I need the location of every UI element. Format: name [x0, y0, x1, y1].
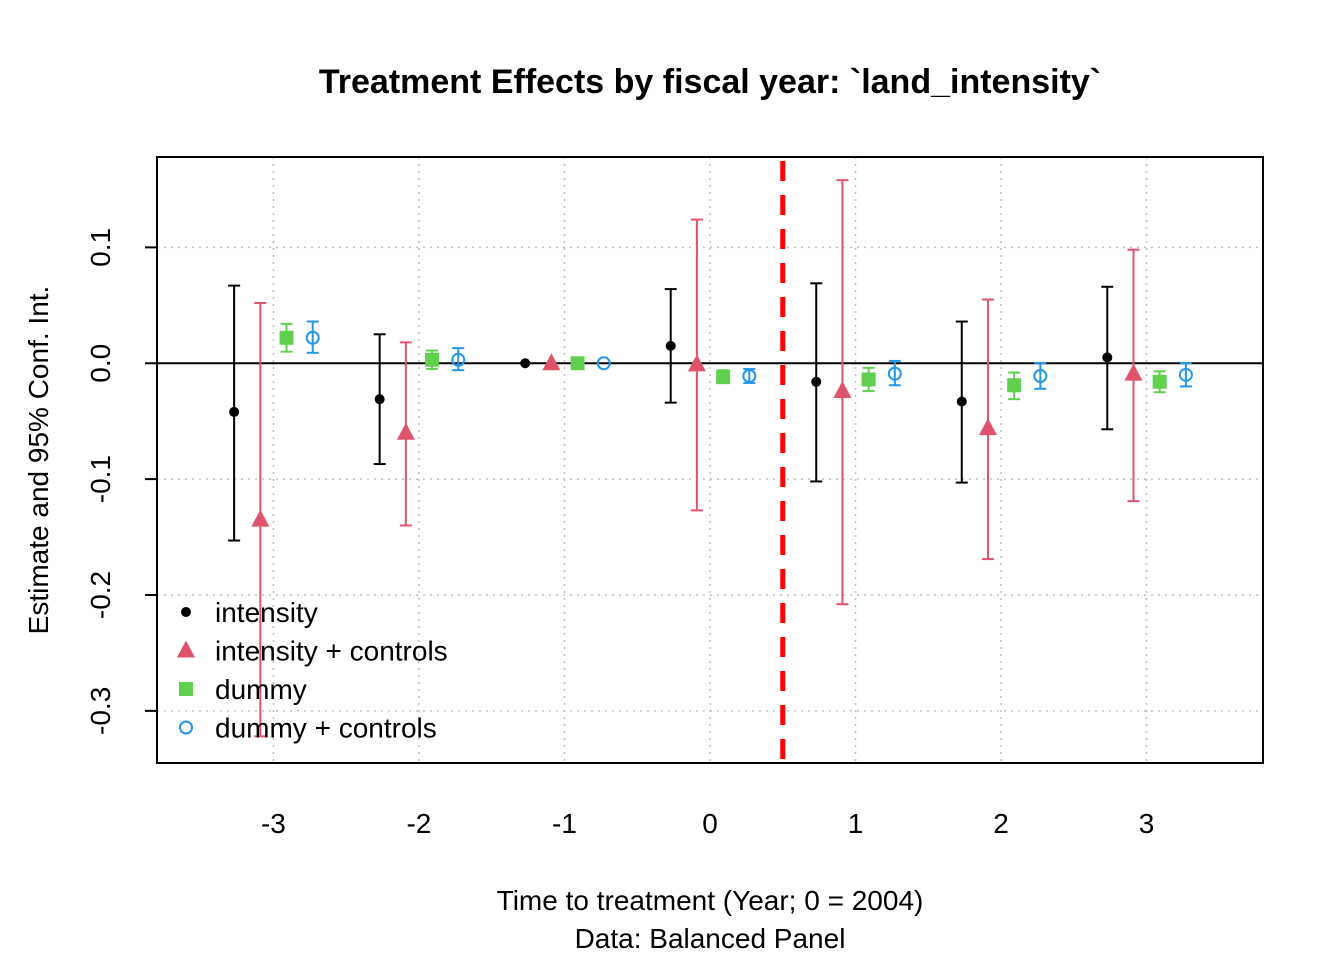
data-point — [520, 358, 531, 369]
legend-marker — [177, 640, 195, 658]
data-point — [542, 353, 561, 371]
data-point — [742, 368, 757, 383]
data-point — [451, 352, 466, 367]
y-tick-label: -0.3 — [85, 687, 116, 735]
y-axis: -0.3 -0.2 -0.1 0.0 0.1 — [85, 228, 157, 735]
x-tick-label: 1 — [848, 808, 864, 839]
x-axis: -3 -2 -1 0 1 2 3 — [261, 808, 1154, 839]
data-point — [374, 394, 385, 405]
legend-label: dummy — [215, 674, 307, 705]
x-tick-label: -3 — [261, 808, 286, 839]
data-point — [1178, 367, 1193, 382]
data-point — [665, 340, 676, 351]
legend-marker — [181, 607, 191, 617]
data-point — [1033, 368, 1048, 383]
data-point — [1152, 374, 1167, 389]
legend-label: dummy + controls — [215, 713, 437, 744]
series-dummy-controls — [305, 320, 1193, 390]
data-point — [1102, 352, 1113, 363]
legend-marker — [179, 720, 193, 735]
data-point — [305, 330, 320, 345]
legend: intensity intensity + controls dummy dummy … — [177, 597, 448, 744]
data-point — [279, 330, 294, 345]
data-point — [978, 418, 997, 436]
y-tick-label: -0.2 — [85, 571, 116, 619]
y-tick-label: 0.0 — [85, 344, 116, 383]
x-axis-label: Time to treatment (Year; 0 = 2004) — [497, 885, 924, 916]
reference-lines — [157, 161, 1263, 761]
legend-label: intensity + controls — [215, 636, 448, 667]
data-point — [425, 352, 440, 367]
data-point — [811, 376, 822, 387]
data-point — [716, 370, 731, 385]
data-point — [596, 356, 611, 371]
data-point — [861, 372, 876, 387]
data-point — [833, 381, 852, 399]
data-point — [396, 422, 415, 440]
series-intensity-controls — [251, 179, 1143, 738]
x-tick-label: 3 — [1139, 808, 1155, 839]
legend-label: intensity — [215, 597, 318, 628]
x-axis-sublabel: Data: Balanced Panel — [575, 923, 846, 954]
chart-title: Treatment Effects by fiscal year: `land_… — [319, 63, 1101, 101]
legend-marker — [179, 682, 193, 696]
y-axis-label: Estimate and 95% Conf. Int. — [23, 286, 54, 635]
x-tick-label: -1 — [552, 808, 577, 839]
y-tick-label: -0.1 — [85, 455, 116, 503]
y-tick-label: 0.1 — [85, 228, 116, 267]
x-tick-label: -2 — [406, 808, 431, 839]
series-dummy — [279, 322, 1167, 401]
plot-frame — [156, 156, 1264, 764]
series-intensity — [228, 282, 1114, 542]
series-layer — [228, 179, 1193, 738]
data-point — [570, 356, 585, 371]
x-tick-label: 0 — [702, 808, 718, 839]
data-point — [887, 366, 902, 381]
data-point — [1007, 378, 1022, 393]
data-point — [687, 354, 706, 372]
data-point — [1124, 363, 1143, 381]
x-tick-label: 2 — [993, 808, 1009, 839]
data-point — [956, 396, 967, 407]
data-point — [229, 406, 240, 417]
data-point — [251, 509, 270, 527]
